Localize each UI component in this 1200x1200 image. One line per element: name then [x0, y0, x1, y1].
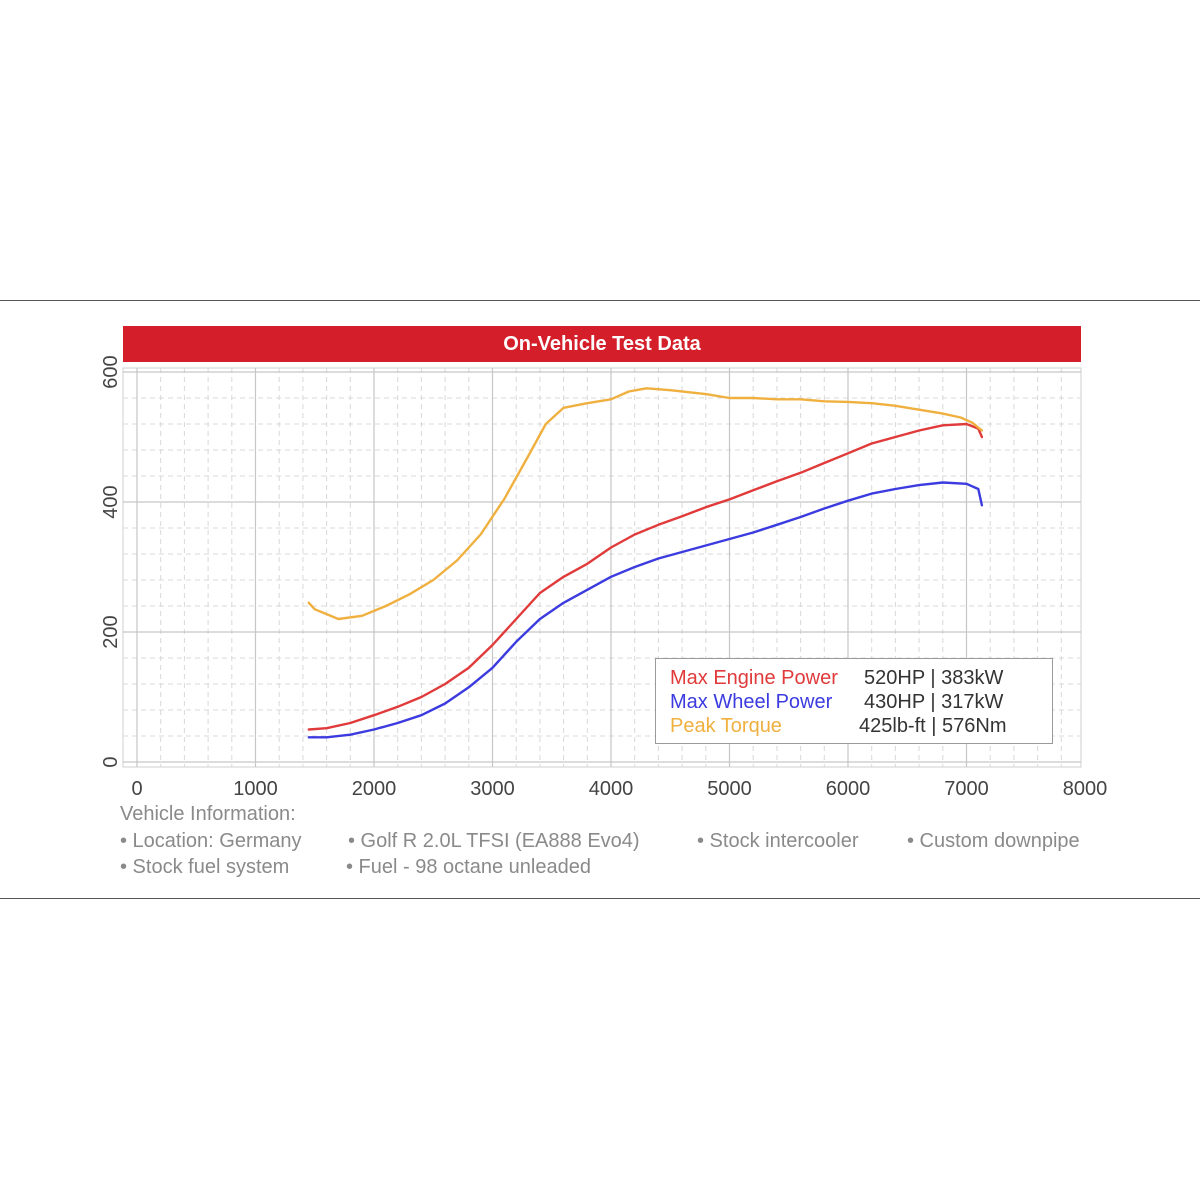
y-tick-label: 0 [100, 756, 122, 767]
bottom-divider [0, 898, 1200, 899]
axes: 0 1000 2000 3000 4000 5000 6000 7000 8000 0 200 400… [100, 355, 1107, 800]
chart-title: On-Vehicle Test Data [123, 326, 1081, 362]
series-lines [307, 387, 984, 739]
x-tick-label: 5000 [707, 778, 752, 800]
x-tick-label: 3000 [470, 778, 515, 800]
vehicle-info-fuel-system: • Stock fuel system [120, 856, 290, 878]
x-tick-label: 8000 [1063, 778, 1108, 800]
y-tick-label: 200 [100, 615, 122, 648]
vehicle-info-title: Vehicle Information: [120, 803, 296, 825]
wheel-power-line [307, 481, 984, 739]
x-tick-label: 0 [131, 778, 142, 800]
vehicle-info-fuel: • Fuel - 98 octane unleaded [346, 856, 591, 878]
x-tick-label: 2000 [352, 778, 397, 800]
y-tick-label: 400 [100, 485, 122, 518]
peak-torque-line [307, 387, 984, 621]
x-tick-label: 1000 [233, 778, 278, 800]
grid [122, 367, 1082, 768]
vehicle-info-intercooler: • Stock intercooler [697, 830, 859, 852]
vehicle-info-location: • Location: Germany [120, 830, 302, 852]
x-tick-label: 7000 [944, 778, 989, 800]
x-tick-label: 6000 [826, 778, 871, 800]
engine-power-line [307, 422, 984, 731]
top-divider [0, 300, 1200, 301]
legend: Max Engine Power 520HP | 383kW Max Wheel… [655, 658, 1053, 744]
vehicle-info-model: • Golf R 2.0L TFSI (EA888 Evo4) [348, 830, 640, 852]
legend-value-wheel-power: 430HP | 317kW [864, 691, 1004, 713]
vehicle-info-downpipe: • Custom downpipe [907, 830, 1080, 852]
legend-label-engine-power: Max Engine Power [670, 667, 838, 689]
legend-value-peak-torque: 425lb-ft | 576Nm [859, 715, 1007, 737]
legend-value-engine-power: 520HP | 383kW [864, 667, 1004, 689]
legend-label-wheel-power: Max Wheel Power [670, 691, 833, 713]
legend-label-peak-torque: Peak Torque [670, 715, 782, 737]
y-tick-label: 600 [100, 355, 122, 388]
x-tick-label: 4000 [589, 778, 634, 800]
